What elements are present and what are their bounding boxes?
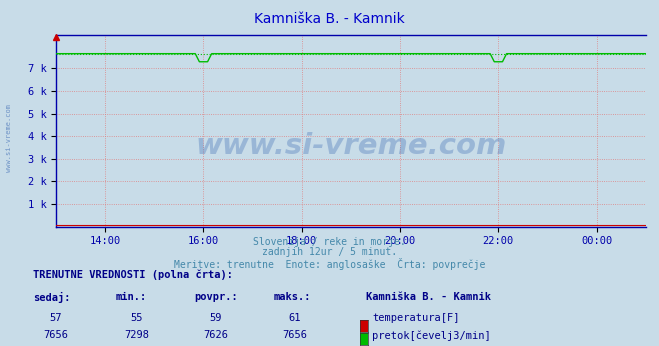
Text: Slovenija / reke in morje.: Slovenija / reke in morje. xyxy=(253,237,406,247)
Text: 7298: 7298 xyxy=(124,330,149,340)
Text: zadnjih 12ur / 5 minut.: zadnjih 12ur / 5 minut. xyxy=(262,247,397,257)
Text: 7656: 7656 xyxy=(282,330,307,340)
Text: min.:: min.: xyxy=(115,292,146,302)
Text: 61: 61 xyxy=(289,313,301,323)
Text: 59: 59 xyxy=(210,313,221,323)
Text: Kamniška B. - Kamnik: Kamniška B. - Kamnik xyxy=(254,12,405,26)
Text: 7626: 7626 xyxy=(203,330,228,340)
Text: 57: 57 xyxy=(50,313,62,323)
Text: temperatura[F]: temperatura[F] xyxy=(372,313,460,323)
Text: Meritve: trenutne  Enote: anglosaške  Črta: povprečje: Meritve: trenutne Enote: anglosaške Črta… xyxy=(174,258,485,270)
Text: www.si-vreme.com: www.si-vreme.com xyxy=(5,104,12,172)
Text: 55: 55 xyxy=(130,313,142,323)
Text: pretok[čevelj3/min]: pretok[čevelj3/min] xyxy=(372,330,491,341)
Text: TRENUTNE VREDNOSTI (polna črta):: TRENUTNE VREDNOSTI (polna črta): xyxy=(33,270,233,280)
Text: www.si-vreme.com: www.si-vreme.com xyxy=(195,132,507,160)
Text: maks.:: maks.: xyxy=(273,292,311,302)
Text: sedaj:: sedaj: xyxy=(33,292,71,303)
Text: 7656: 7656 xyxy=(43,330,69,340)
Text: Kamniška B. - Kamnik: Kamniška B. - Kamnik xyxy=(366,292,491,302)
Text: povpr.:: povpr.: xyxy=(194,292,238,302)
